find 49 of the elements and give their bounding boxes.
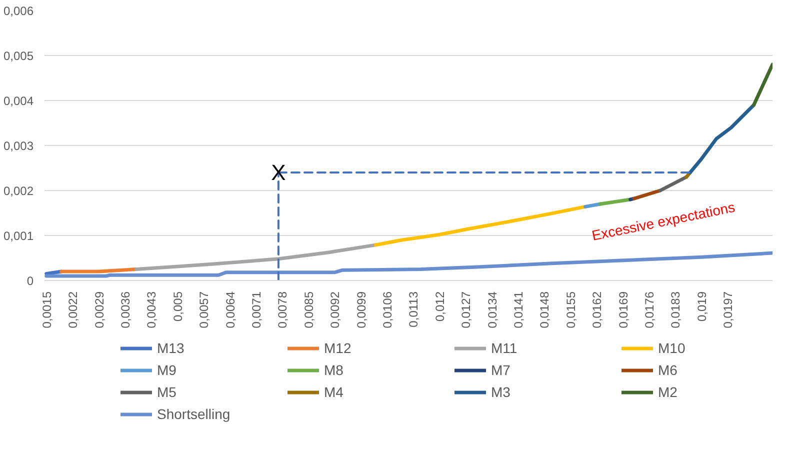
x-tick-label: 0,0015: [40, 291, 54, 328]
x-tick-label: 0,005: [170, 291, 185, 322]
x-tick-label: 0,0036: [118, 291, 132, 328]
legend-label: M6: [658, 361, 678, 379]
x-tick-label: 0,0162: [590, 291, 604, 328]
x-tick-label: 0,0141: [511, 291, 526, 328]
legend-label: M2: [658, 383, 678, 401]
y-tick-label: 0,002: [3, 184, 34, 198]
y-tick-label: 0,005: [3, 49, 34, 63]
x-tick-label: 0,0197: [721, 291, 736, 328]
x-tick-label: 0,0134: [485, 291, 500, 328]
y-tick-label: 0,003: [3, 139, 34, 153]
legend-label: M5: [157, 383, 178, 401]
x-tick-label: 0,0113: [406, 291, 421, 328]
x-tick-label: 0,012: [432, 291, 447, 322]
legend-label: M12: [324, 339, 352, 357]
x-tick-label: 0,0085: [302, 291, 316, 328]
x-tick-label: 0,0127: [459, 291, 474, 328]
annotation: Excessive expectations: [590, 198, 736, 244]
x-tick-label: 0,0064: [223, 291, 238, 328]
legend-label: Shortselling: [157, 405, 232, 423]
x-tick-label: 0,0057: [197, 291, 212, 328]
legend-label: M13: [157, 339, 186, 357]
x-tick-label: 0,0099: [354, 291, 368, 328]
legend-label: M7: [491, 361, 512, 379]
y-tick-label: 0,001: [3, 229, 34, 243]
legend-label: M11: [491, 339, 518, 357]
legend-label: M10: [658, 339, 686, 357]
y-tick-label: 0: [26, 274, 34, 288]
annotation: X: [271, 160, 286, 185]
y-tick-label: 0,006: [3, 4, 34, 18]
x-tick-label: 0,019: [694, 291, 709, 322]
x-tick-label: 0,0106: [380, 291, 394, 328]
x-tick-label: 0,0176: [642, 291, 656, 328]
x-tick-label: 0,0169: [616, 291, 630, 328]
x-tick-label: 0,0043: [144, 291, 159, 328]
x-tick-label: 0,0078: [276, 291, 290, 328]
legend-label: M8: [324, 361, 344, 379]
x-tick-label: 0,0029: [92, 291, 106, 328]
legend-label: M9: [157, 361, 178, 379]
legend-label: M4: [324, 383, 344, 401]
x-tick-label: 0,0022: [66, 291, 80, 328]
legend-label: M3: [491, 383, 512, 401]
x-tick-label: 0,0071: [249, 291, 264, 328]
x-tick-label: 0,0183: [668, 291, 683, 328]
x-tick-label: 0,0092: [328, 291, 342, 328]
x-tick-label: 0,0148: [538, 291, 552, 328]
x-tick-label: 0,0155: [564, 291, 578, 328]
y-tick-label: 0,004: [3, 94, 34, 108]
